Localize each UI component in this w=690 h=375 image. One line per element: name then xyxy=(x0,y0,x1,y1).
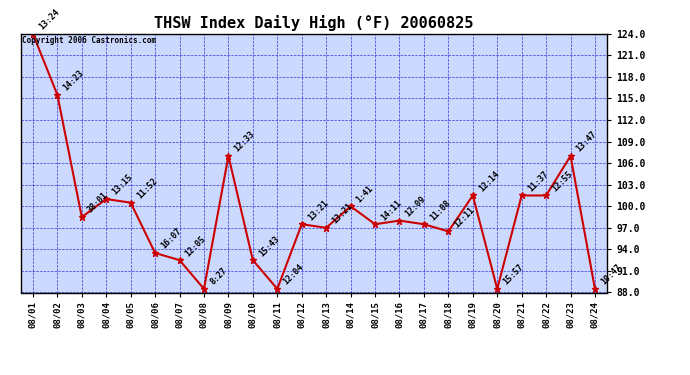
Text: 11:52: 11:52 xyxy=(135,177,159,201)
Text: 38:01: 38:01 xyxy=(86,191,110,215)
Text: 15:57: 15:57 xyxy=(502,263,526,287)
Text: 1:41: 1:41 xyxy=(355,184,375,204)
Text: 13:21: 13:21 xyxy=(306,198,330,222)
Text: 13:47: 13:47 xyxy=(575,130,599,154)
Text: 10:47: 10:47 xyxy=(599,263,623,287)
Text: 12:04: 12:04 xyxy=(282,263,306,287)
Text: 8:27: 8:27 xyxy=(208,266,228,287)
Text: 11:08: 11:08 xyxy=(428,198,452,222)
Text: 13:15: 13:15 xyxy=(110,173,135,197)
Text: 12:33: 12:33 xyxy=(233,130,257,154)
Text: 12:14: 12:14 xyxy=(477,169,501,193)
Title: THSW Index Daily High (°F) 20060825: THSW Index Daily High (°F) 20060825 xyxy=(155,15,473,31)
Text: 12:09: 12:09 xyxy=(404,194,428,219)
Text: 15:43: 15:43 xyxy=(257,234,281,258)
Text: 12:55: 12:55 xyxy=(550,169,574,193)
Text: 13:24: 13:24 xyxy=(37,8,61,32)
Text: 14:23: 14:23 xyxy=(61,69,86,93)
Text: 16:07: 16:07 xyxy=(159,227,184,251)
Text: Copyright 2006 Castronics.com: Copyright 2006 Castronics.com xyxy=(22,36,156,45)
Text: 13:21: 13:21 xyxy=(331,202,355,226)
Text: 12:11: 12:11 xyxy=(453,205,477,229)
Text: 11:37: 11:37 xyxy=(526,169,550,193)
Text: 12:05: 12:05 xyxy=(184,234,208,258)
Text: 14:11: 14:11 xyxy=(380,198,403,222)
